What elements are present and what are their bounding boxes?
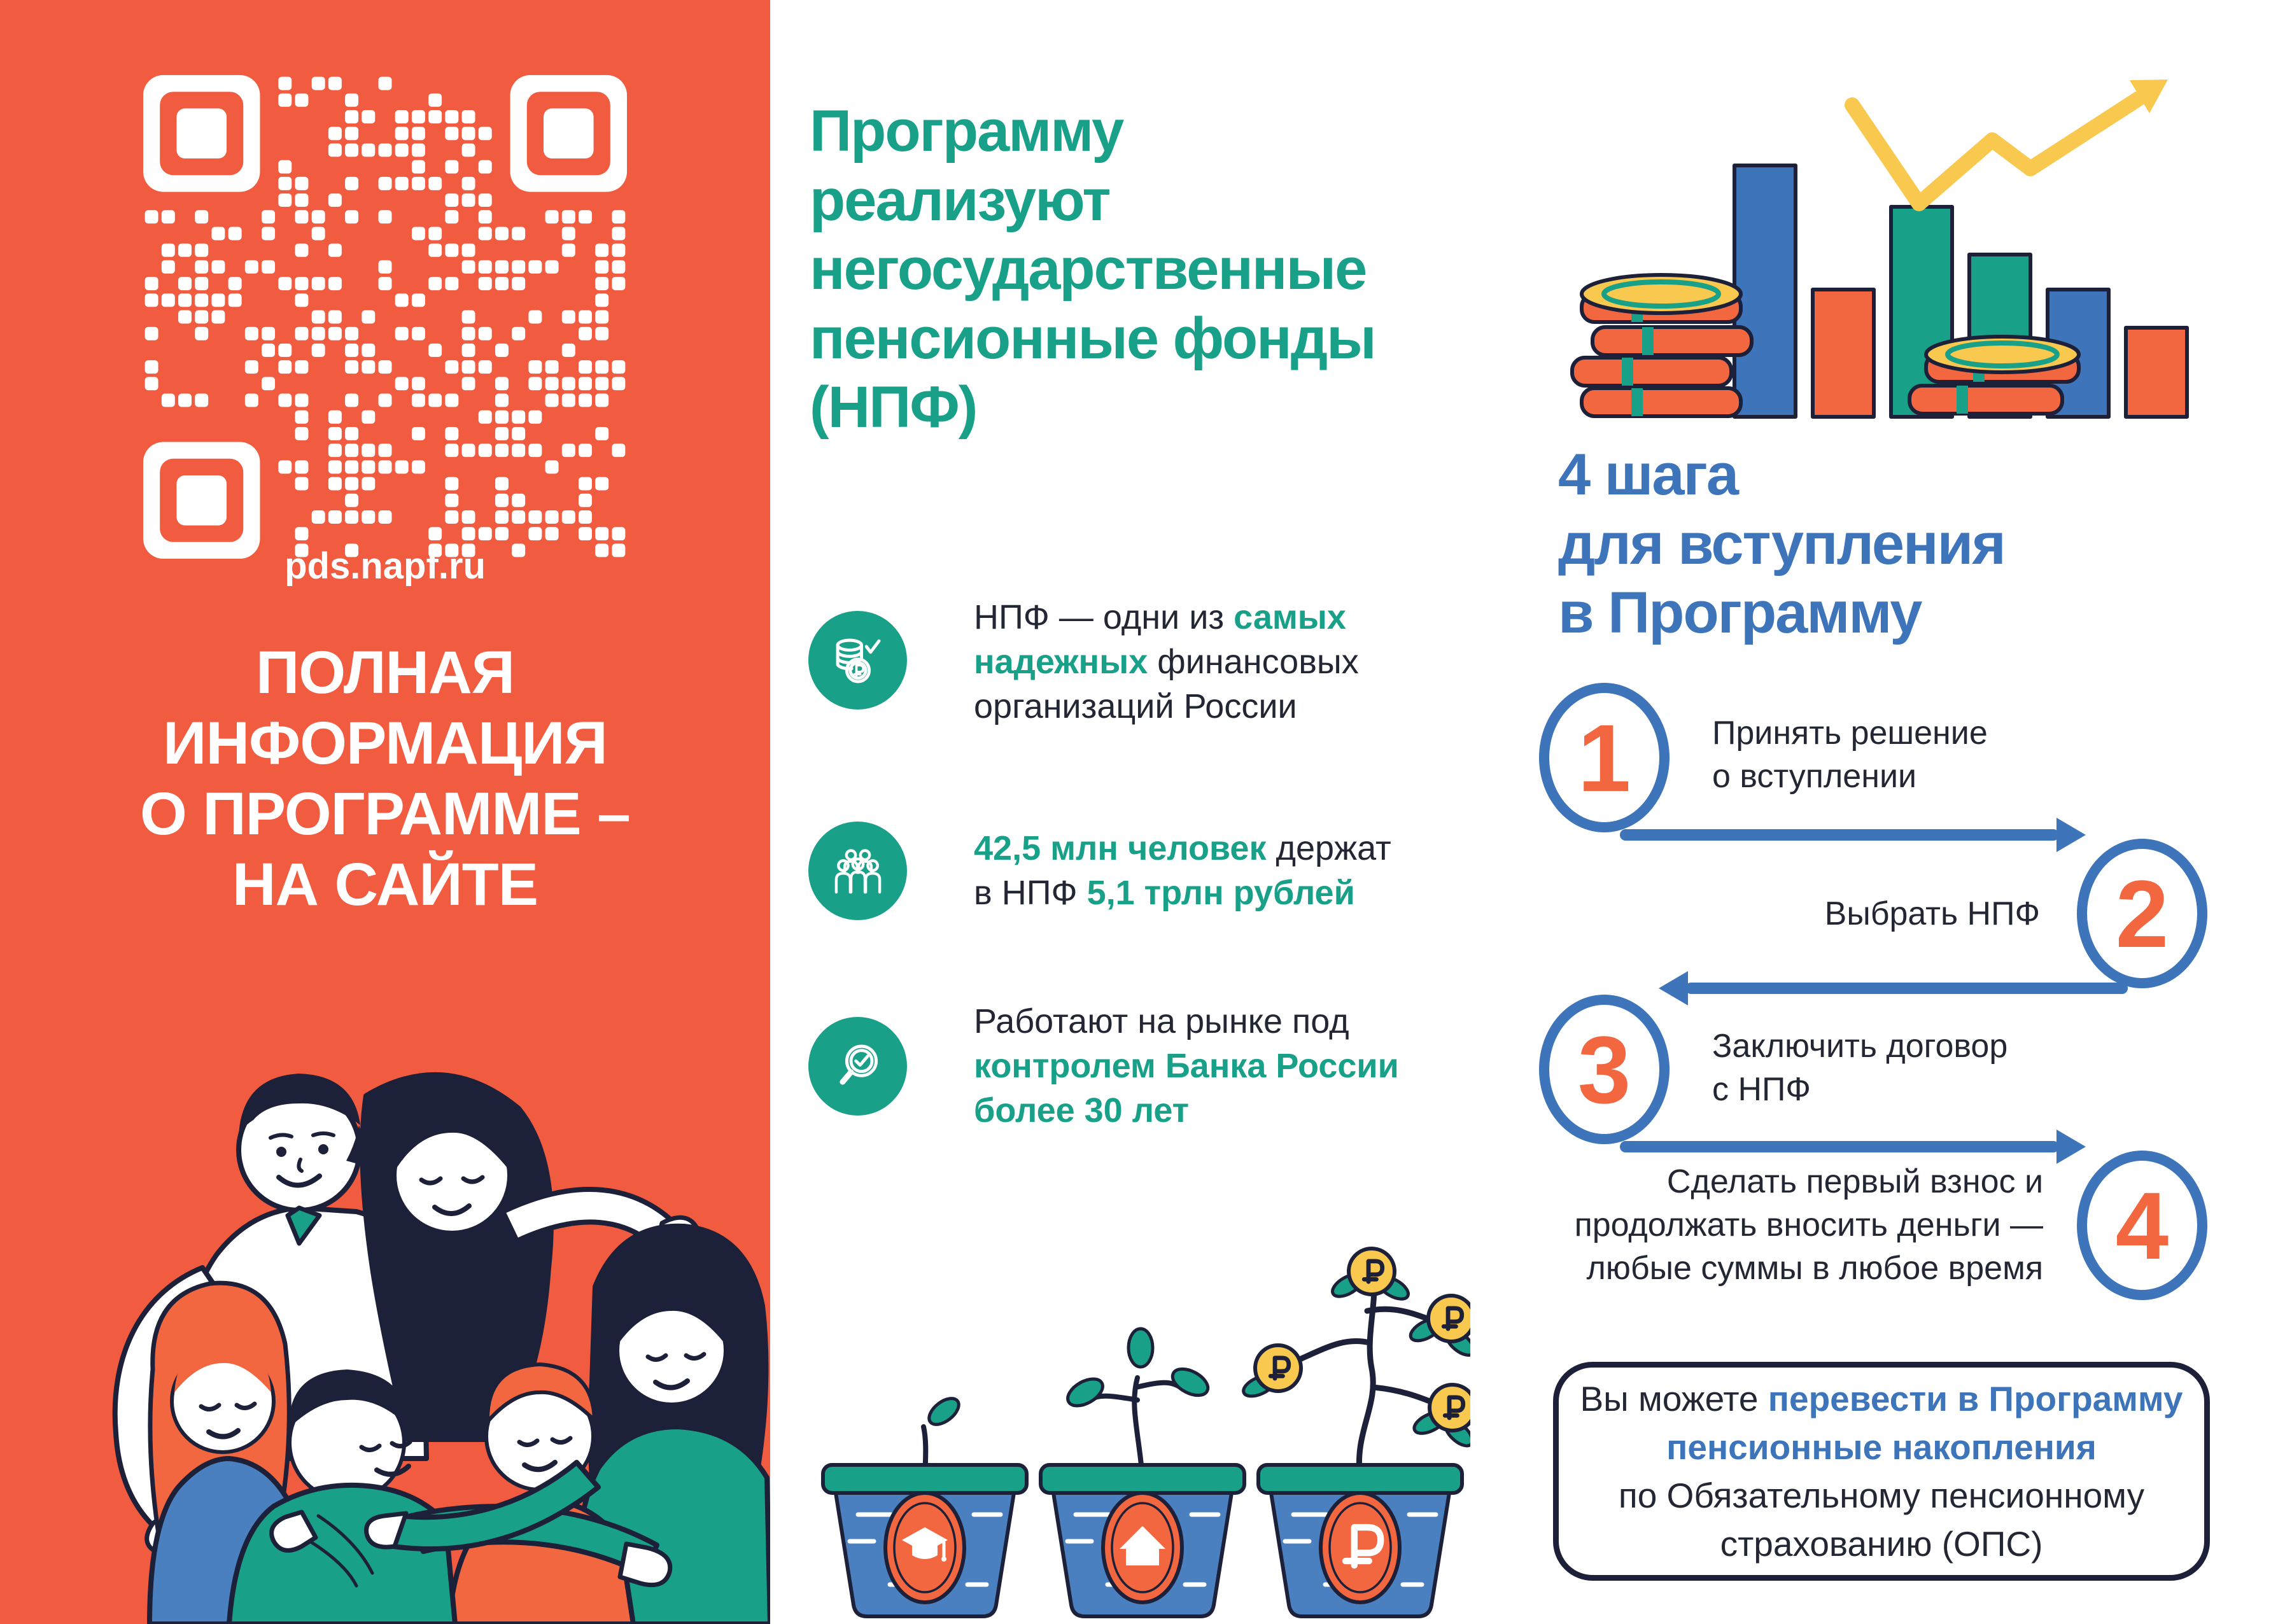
step-number-4: 4 [2115,1172,2169,1279]
people-group-icon [808,822,907,920]
benefit-2: 42,5 млн человек держат в НПФ 5,1 трлн р… [974,829,1391,912]
qr-code [143,75,627,559]
note-highlight-2: пенсионные накопления [1666,1427,2097,1467]
growth-chart-illustration [1570,80,2189,419]
site-url[interactable]: pds.napf.ru [285,545,486,587]
benefit-3-highlight2: более 30 лет [974,1091,1190,1130]
note-highlight-1: перевести в Программу [1768,1379,2183,1418]
benefit-2-highlight: 42,5 млн человек [974,829,1267,867]
trend-arrow [1845,91,2146,211]
benefit-1-highlight2: надежных [974,643,1148,681]
coins-check-icon [808,611,907,710]
arrow-step1-to-step2 [1620,829,2059,841]
panel-heading: ПОЛНАЯ ИНФОРМАЦИЯ О ПРОГРАММЕ – НА САЙТЕ [140,639,631,919]
arrow-step2-to-step3 [1685,983,2128,994]
steps-heading: 4 шага для вступления в Программу [1558,442,2006,646]
benefit-2-highlight2: 5,1 трлн рублей [1086,874,1355,912]
people-hug-illustration [112,1072,770,1624]
middle-heading: Программу реализуют негосударственные пе… [810,99,1377,440]
benefit-1-highlight: самых [1234,598,1346,636]
arrow-step3-to-step4 [1620,1141,2059,1152]
step-number-3: 3 [1577,1016,1631,1123]
step-circle-3: 3 [1539,995,1670,1144]
left-orange-panel: pds.napf.ru ПОЛНАЯ ИНФОРМАЦИЯ О ПРОГРАММ… [0,0,770,1624]
step-circle-1: 1 [1539,683,1670,832]
benefit-3-highlight: контролем Банка России [974,1047,1399,1085]
step-text-4: Сделать первый взнос и продолжать вносить… [1574,1163,2043,1287]
ops-transfer-note-text: Вы можете перевести в Программу пенсионн… [1580,1379,2183,1564]
benefit-1-line1: НПФ — одни из [974,598,1234,636]
step-text-1: Принять решение о вступлении [1712,715,1988,795]
step-number-1: 1 [1577,704,1631,811]
money-growth-pots-illustration [821,1247,1470,1618]
benefit-3: Работают на рынке под контролем Банка Ро… [974,1002,1399,1130]
step-circle-2: 2 [2077,839,2207,988]
step-circle-4: 4 [2077,1151,2207,1300]
step-text-2: Выбрать НПФ [1824,895,2040,932]
magnifier-check-icon [808,1017,907,1116]
step-number-2: 2 [2115,860,2169,967]
ops-transfer-note: Вы можете перевести в Программу пенсионн… [1553,1362,2210,1581]
step-text-3: Заключить договор с НПФ [1712,1028,2008,1108]
benefit-1: НПФ — одни из самых надежных финансовых … [974,598,1359,725]
